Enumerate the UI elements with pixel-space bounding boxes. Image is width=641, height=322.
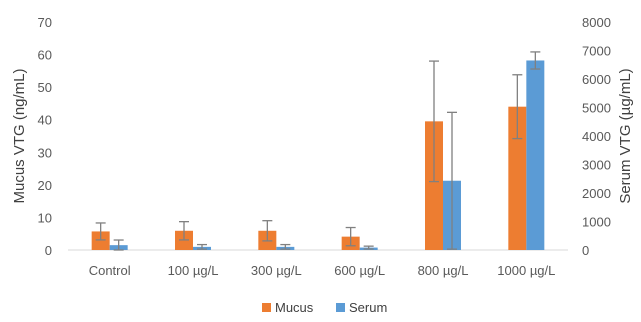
x-axis-tick-label: 1000 µg/L <box>497 263 555 278</box>
left-axis-tick-label: 30 <box>38 145 52 160</box>
left-axis-tick-label: 40 <box>38 113 52 128</box>
right-axis-tick-label: 8000 <box>582 15 611 30</box>
x-axis-tick-label: 300 µg/L <box>251 263 302 278</box>
left-axis-tick-label: 60 <box>38 48 52 63</box>
x-axis-tick-label: 800 µg/L <box>418 263 469 278</box>
right-axis-tick-label: 1000 <box>582 215 611 230</box>
mucus-legend-label: Mucus <box>275 300 314 315</box>
left-axis-tick-label: 70 <box>38 15 52 30</box>
x-axis-tick-label: 100 µg/L <box>168 263 219 278</box>
left-axis-tick-label: 10 <box>38 210 52 225</box>
left-axis-tick-label: 0 <box>45 243 52 258</box>
right-axis-tick-label: 0 <box>582 243 589 258</box>
right-axis-tick-label: 2000 <box>582 186 611 201</box>
x-axis-tick-label: 600 µg/L <box>334 263 385 278</box>
left-axis-title: Mucus VTG (ng/mL) <box>11 68 28 203</box>
mucus-bar <box>508 106 527 250</box>
mucus-bar <box>425 121 443 250</box>
mucus-legend-swatch <box>262 303 271 312</box>
x-axis-tick-label: Control <box>89 263 131 278</box>
serum-legend-label: Serum <box>349 300 387 315</box>
right-axis-tick-label: 5000 <box>582 101 611 116</box>
left-axis-tick-label: 50 <box>38 80 52 95</box>
serum-legend-swatch <box>336 303 345 312</box>
right-axis-title: Serum VTG (µg/mL) <box>617 68 634 203</box>
right-axis-tick-label: 7000 <box>582 44 611 59</box>
right-axis-tick-label: 4000 <box>582 129 611 144</box>
mucus-bar <box>91 231 110 250</box>
right-axis-tick-label: 3000 <box>582 158 611 173</box>
right-axis-tick-label: 6000 <box>582 72 611 87</box>
left-axis-tick-label: 20 <box>38 178 52 193</box>
serum-bar <box>526 60 545 250</box>
